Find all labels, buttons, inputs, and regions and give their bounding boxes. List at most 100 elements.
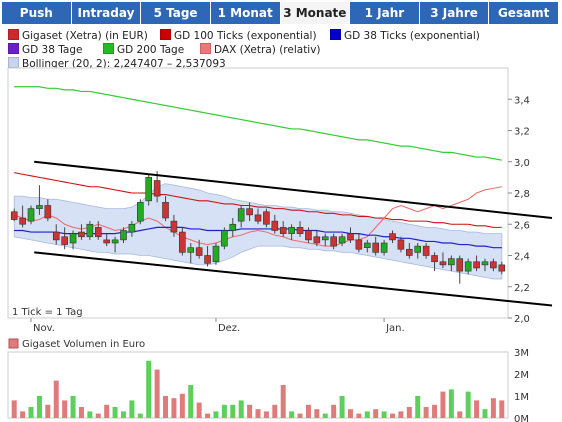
y-tick-label: 2,4 <box>514 252 530 263</box>
trend-line-upper <box>34 160 553 219</box>
tab-intraday[interactable]: Intraday <box>71 2 141 24</box>
volume-bar <box>415 396 421 418</box>
x-tick-label: Jan. <box>385 323 405 334</box>
tick-note: 1 Tick = 1 Tag <box>12 307 83 318</box>
volume-bar <box>95 413 101 418</box>
y-tick-label: 2,0 <box>514 314 530 325</box>
volume-bar <box>78 407 84 418</box>
volume-bar <box>406 407 412 418</box>
price-panel-frame <box>7 67 509 319</box>
tab-3-jahre[interactable]: 3 Jahre <box>419 2 489 24</box>
y-tick-label: 2,6 <box>514 220 530 231</box>
volume-bar <box>339 396 345 418</box>
timeframe-tabs: Push Intraday 5 Tage 1 Monat 3 Monate 1 Jahr 3… <box>2 2 558 24</box>
volume-bar <box>247 404 253 418</box>
tab-gesamt[interactable]: Gesamt <box>489 2 558 24</box>
volume-bar <box>112 407 118 418</box>
candle-body <box>27 208 35 222</box>
volume-bar <box>347 409 353 418</box>
volume-bar <box>53 380 59 418</box>
candle-body <box>279 227 287 234</box>
candle-body <box>330 236 337 247</box>
dax-line <box>14 186 502 247</box>
x-tick-label: Nov. <box>33 323 55 334</box>
tab-3-monate[interactable]: 3 Monate <box>280 2 350 24</box>
tab-push[interactable]: Push <box>2 2 71 24</box>
legend-label: GD 100 Ticks (exponential) <box>174 30 317 42</box>
volume-bar <box>255 409 261 418</box>
candle-body <box>94 227 102 238</box>
candle-body <box>296 227 304 234</box>
candle-body <box>86 223 94 238</box>
candle-body <box>10 211 18 220</box>
legend-label: GD 38 Tage <box>22 44 83 56</box>
volume-bar <box>465 391 471 418</box>
volume-bar <box>297 413 303 418</box>
x-tick-label: Dez. <box>218 323 240 334</box>
legend-item: GD 100 Ticks (exponential) <box>160 29 317 42</box>
tab-1-jahr[interactable]: 1 Jahr <box>350 2 419 24</box>
volume-y-tick-label: 0M <box>514 414 529 422</box>
volume-bar <box>213 411 219 418</box>
volume-bar <box>390 413 396 418</box>
tab-5-tage[interactable]: 5 Tage <box>141 2 210 24</box>
candle-body <box>237 208 245 222</box>
legend-label: DAX (Xetra) (relativ) <box>214 44 321 56</box>
volume-legend-swatch <box>8 338 19 349</box>
tab-1-monat[interactable]: 1 Monat <box>210 2 280 24</box>
volume-bar <box>457 411 463 418</box>
volume-bar <box>381 411 387 418</box>
volume-y-tick-label: 3M <box>514 348 529 359</box>
y-tick-label: 3,2 <box>514 127 530 138</box>
candle-body <box>448 258 455 266</box>
candle-body <box>414 245 422 253</box>
volume-bar <box>305 404 311 418</box>
gd100-line <box>14 172 502 228</box>
volume-bar <box>87 411 93 418</box>
candle-body <box>313 236 321 244</box>
volume-bar <box>432 404 438 418</box>
volume-bar <box>137 413 143 418</box>
candle-body <box>397 239 405 250</box>
volume-bar <box>474 400 480 418</box>
candle-body <box>246 208 253 216</box>
legend-item: DAX (Xetra) (relativ) <box>200 43 321 56</box>
volume-bar <box>11 400 17 418</box>
candle-body <box>422 245 430 256</box>
volume-bar <box>490 398 496 418</box>
candle-body <box>19 217 26 225</box>
volume-bar <box>230 404 236 418</box>
candle-body <box>338 236 346 244</box>
candle-body <box>464 261 472 272</box>
volume-bar <box>205 413 211 418</box>
y-tick-label: 3,4 <box>514 95 530 106</box>
legend-label: Bollinger (20, 2): 2,247407 – 2,537093 <box>22 58 226 70</box>
volume-bar <box>154 369 160 418</box>
candle-body <box>271 220 279 231</box>
trend-line-lower <box>34 251 553 307</box>
volume-bar <box>356 413 362 418</box>
volume-bar <box>289 411 295 418</box>
volume-bar <box>36 396 42 418</box>
candle-body <box>162 202 169 219</box>
volume-bar <box>440 391 446 418</box>
volume-bar <box>62 400 68 418</box>
volume-bar <box>221 404 227 418</box>
volume-bar <box>20 411 26 418</box>
candle-body <box>170 220 178 233</box>
candle-body <box>372 242 379 253</box>
volume-bar <box>188 385 194 418</box>
candle-body <box>212 245 220 263</box>
volume-y-tick-label: 1M <box>514 392 529 403</box>
candle-body <box>321 236 329 241</box>
legend-label: Gigaset (Xetra) (in EUR) <box>22 30 148 42</box>
candle-body <box>187 247 195 253</box>
y-tick-label: 2,8 <box>514 189 530 200</box>
volume-bar <box>398 411 404 418</box>
volume-bar <box>331 404 337 418</box>
candle-body <box>179 231 186 253</box>
volume-bar <box>272 404 278 418</box>
volume-bar <box>314 409 320 418</box>
candle-body <box>254 214 262 222</box>
